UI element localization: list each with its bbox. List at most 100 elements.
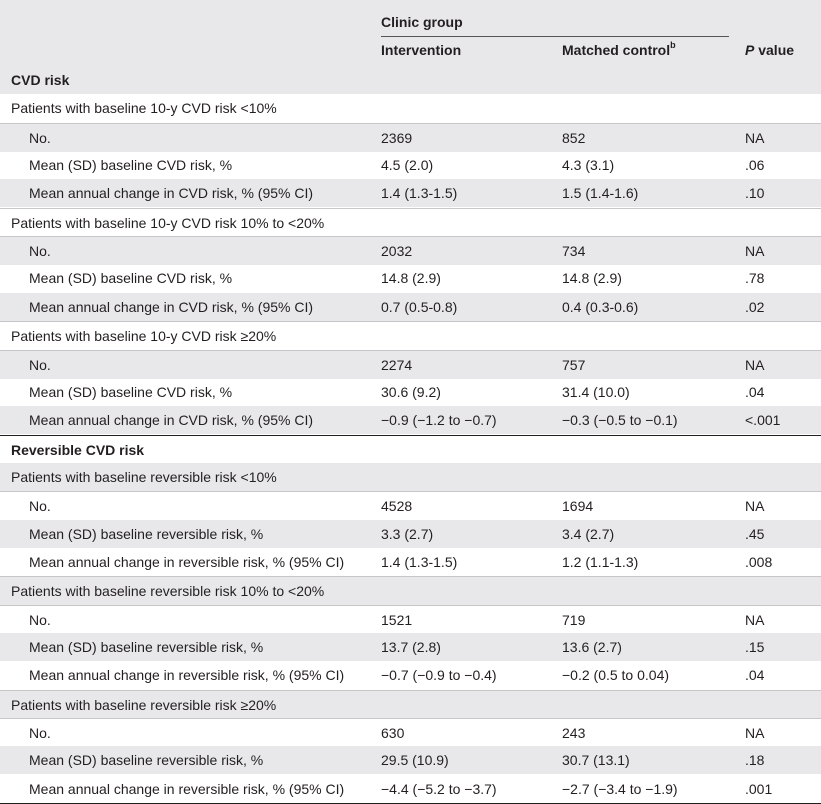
- control-cell: 852: [562, 129, 586, 146]
- intervention-cell: 0.7 (0.5-0.8): [381, 298, 458, 315]
- p-value-cell: NA: [745, 356, 765, 373]
- table-row: Mean annual change in reversible risk, %…: [0, 661, 821, 689]
- row-label: No.: [29, 611, 51, 628]
- p-value-cell: NA: [745, 243, 765, 260]
- matched-control-header: Matched controlb: [562, 40, 676, 58]
- control-cell: 757: [562, 356, 586, 373]
- intervention-cell: 1521: [381, 611, 413, 628]
- p-value-header: P value: [745, 42, 794, 58]
- row-label: Mean annual change in reversible risk, %…: [29, 553, 345, 570]
- table-row: Mean annual change in CVD risk, % (95% C…: [0, 406, 821, 435]
- control-cell: 734: [562, 243, 586, 260]
- control-cell: 719: [562, 611, 586, 628]
- p-value-cell: .02: [745, 298, 765, 315]
- p-value-cell: .78: [745, 270, 765, 287]
- row-label: No.: [29, 243, 51, 260]
- intervention-cell: 2369: [381, 129, 413, 146]
- control-cell: 243: [562, 725, 586, 742]
- table-row: No. 630 243 NA: [0, 718, 821, 747]
- table-row: No. 2032 734 NA: [0, 236, 821, 266]
- p-value-cell: .001: [745, 780, 773, 797]
- control-cell: 14.8 (2.9): [562, 270, 622, 287]
- group-label: Patients with baseline reversible risk 1…: [11, 583, 325, 600]
- p-value-cell: .18: [745, 752, 765, 769]
- p-value-cell: .04: [745, 667, 765, 684]
- control-cell: 13.6 (2.7): [562, 639, 622, 655]
- table-row: Mean annual change in CVD risk, % (95% C…: [0, 292, 821, 321]
- intervention-cell: 2274: [381, 356, 413, 373]
- header-rule: [381, 36, 729, 37]
- intervention-header: Intervention: [381, 42, 462, 58]
- row-label: Mean (SD) baseline reversible risk, %: [29, 752, 264, 769]
- table-row: Mean (SD) baseline CVD risk, % 14.8 (2.9)…: [0, 264, 821, 292]
- intervention-cell: 2032: [381, 243, 413, 260]
- row-label: Mean (SD) baseline reversible risk, %: [29, 639, 264, 655]
- control-cell: −0.2 (0.5 to 0.04): [562, 667, 670, 684]
- intervention-cell: 14.8 (2.9): [381, 270, 441, 287]
- p-value-cell: <.001: [745, 412, 781, 429]
- row-label: Mean annual change in reversible risk, %…: [29, 667, 345, 684]
- group-label: Patients with baseline 10-y CVD risk <10…: [11, 100, 277, 117]
- table-row: Mean annual change in reversible risk, %…: [0, 548, 821, 576]
- matched-control-label: Matched control: [562, 42, 671, 58]
- control-cell: −2.7 (−3.4 to −1.9): [562, 780, 678, 797]
- group-row: Patients with baseline reversible risk <…: [0, 462, 821, 491]
- p-value-cell: .15: [745, 639, 765, 655]
- control-cell: 1.5 (1.4-1.6): [562, 185, 639, 202]
- p-value-suffix: value: [754, 42, 795, 58]
- intervention-cell: 3.3 (2.7): [381, 525, 434, 542]
- control-cell: 1694: [562, 498, 594, 515]
- group-row: Patients with baseline reversible risk 1…: [0, 576, 821, 606]
- section-row: Reversible CVD risk: [0, 434, 821, 464]
- section-title: Reversible CVD risk: [11, 441, 145, 458]
- table-row: No. 2274 757 NA: [0, 349, 821, 379]
- intervention-cell: 4528: [381, 498, 413, 515]
- row-label: Mean annual change in CVD risk, % (95% C…: [29, 412, 314, 429]
- intervention-cell: 1.4 (1.3-1.5): [381, 553, 458, 570]
- group-row: Patients with baseline reversible risk ≥…: [0, 689, 821, 719]
- intervention-cell: 30.6 (9.2): [381, 383, 441, 400]
- row-label: Mean annual change in reversible risk, %…: [29, 780, 345, 797]
- p-value-cell: NA: [745, 129, 765, 146]
- footnote-marker: b: [670, 40, 676, 50]
- p-value-cell: .10: [745, 185, 765, 202]
- table-row: Mean (SD) baseline CVD risk, % 30.6 (9.2)…: [0, 378, 821, 406]
- table-row: Mean annual change in reversible risk, %…: [0, 775, 821, 804]
- table-row: Mean (SD) baseline reversible risk, % 3.3…: [0, 519, 821, 548]
- table-row: No. 2369 852 NA: [0, 122, 821, 152]
- group-row: Patients with baseline 10-y CVD risk <10…: [0, 94, 821, 122]
- p-value-cell: NA: [745, 725, 765, 742]
- table-row: Mean (SD) baseline reversible risk, % 29.…: [0, 746, 821, 775]
- group-label: Patients with baseline reversible risk <…: [11, 468, 277, 485]
- group-label: Patients with baseline reversible risk ≥…: [11, 696, 277, 713]
- control-cell: 30.7 (13.1): [562, 752, 630, 769]
- intervention-cell: 630: [381, 725, 405, 742]
- p-value-cell: .008: [745, 553, 773, 570]
- table-row: Mean annual change in CVD risk, % (95% C…: [0, 179, 821, 208]
- intervention-cell: −0.9 (−1.2 to −0.7): [381, 412, 497, 429]
- control-cell: 31.4 (10.0): [562, 383, 630, 400]
- control-cell: 0.4 (0.3-0.6): [562, 298, 639, 315]
- group-row: Patients with baseline 10-y CVD risk 10%…: [0, 207, 821, 237]
- p-value-cell: .04: [745, 383, 765, 400]
- table-row: No. 1521 719 NA: [0, 604, 821, 634]
- table-header: Clinic group Intervention Matched contro…: [0, 0, 821, 67]
- row-label: No.: [29, 356, 51, 373]
- table-row: No. 4528 1694 NA: [0, 491, 821, 520]
- table-row: Mean (SD) baseline reversible risk, % 13.…: [0, 633, 821, 661]
- intervention-cell: 4.5 (2.0): [381, 157, 434, 174]
- intervention-cell: 1.4 (1.3-1.5): [381, 185, 458, 202]
- intervention-cell: 13.7 (2.8): [381, 639, 441, 655]
- p-value-cell: .45: [745, 525, 765, 542]
- intervention-cell: −4.4 (−5.2 to −3.7): [381, 780, 497, 797]
- row-label: Mean annual change in CVD risk, % (95% C…: [29, 298, 314, 315]
- row-label: Mean annual change in CVD risk, % (95% C…: [29, 185, 314, 202]
- p-value-cell: .06: [745, 157, 765, 174]
- group-label: Patients with baseline 10-y CVD risk ≥20…: [11, 328, 277, 345]
- control-cell: 1.2 (1.1-1.3): [562, 553, 639, 570]
- control-cell: −0.3 (−0.5 to −0.1): [562, 412, 678, 429]
- row-label: Mean (SD) baseline CVD risk, %: [29, 157, 233, 174]
- clinic-group-header: Clinic group: [381, 14, 463, 30]
- row-label: Mean (SD) baseline reversible risk, %: [29, 525, 264, 542]
